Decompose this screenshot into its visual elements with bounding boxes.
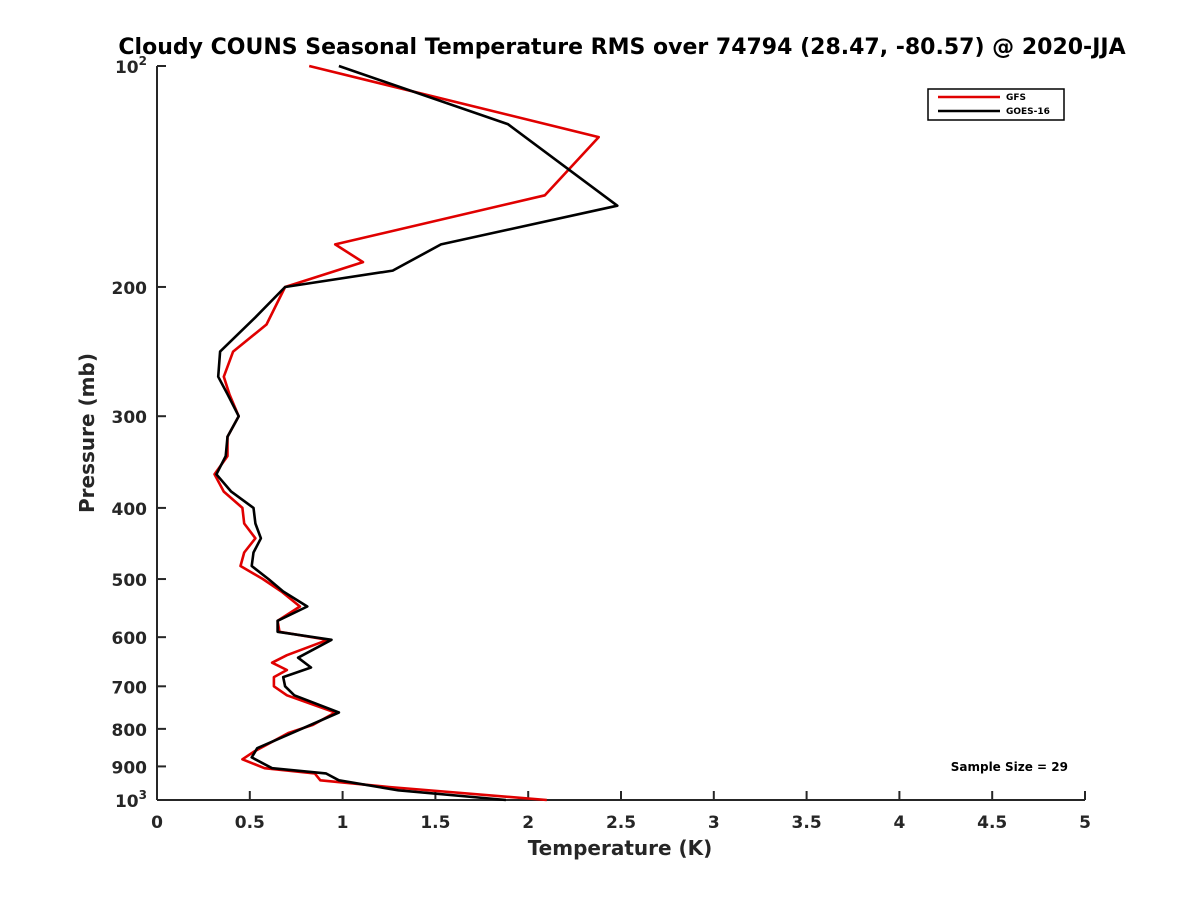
x-tick-label: 3.5	[792, 813, 822, 833]
series-line-goes-16	[215, 64, 619, 802]
chart-title: Cloudy COUNS Seasonal Temperature RMS ov…	[118, 35, 1125, 60]
y-tick-label: 600	[112, 629, 148, 649]
legend-box	[927, 88, 1065, 121]
y-tick-label: 900	[112, 758, 148, 778]
x-tick-label: 0	[151, 813, 163, 833]
x-tick-label: 2	[522, 813, 534, 833]
y-tick-label: 500	[112, 571, 148, 591]
legend-label: GFS	[1006, 93, 1026, 103]
legend-label: GOES-16	[1006, 107, 1050, 117]
x-tick-label: 2.5	[606, 813, 636, 833]
x-tick-label: 3	[708, 813, 720, 833]
x-tick-label: 5	[1079, 813, 1091, 833]
x-tick-label: 4	[893, 813, 905, 833]
series-line-gfs	[213, 64, 601, 802]
x-tick-label: 4.5	[977, 813, 1007, 833]
y-axis-label: Pressure (mb)	[75, 353, 99, 513]
y-tick-label: 700	[112, 678, 148, 698]
x-tick-label: 0.5	[235, 813, 265, 833]
plot-area: 0 0.5 1 1.5 2 2.5 3 3.5 4 4.5 5 102 200 300 400 500 600 7…	[112, 54, 1091, 833]
y-tick-label: 102	[115, 54, 147, 78]
y-tick-label: 103	[115, 788, 147, 812]
x-tick-label: 1	[337, 813, 349, 833]
sample-size-note: Sample Size = 29	[951, 760, 1068, 774]
x-axis-label: Temperature (K)	[528, 836, 713, 860]
y-tick-label: 200	[112, 279, 148, 299]
y-tick-label: 400	[112, 500, 148, 520]
y-tick-label: 800	[112, 721, 148, 741]
x-tick-label: 1.5	[420, 813, 450, 833]
y-tick-label: 300	[112, 408, 148, 428]
